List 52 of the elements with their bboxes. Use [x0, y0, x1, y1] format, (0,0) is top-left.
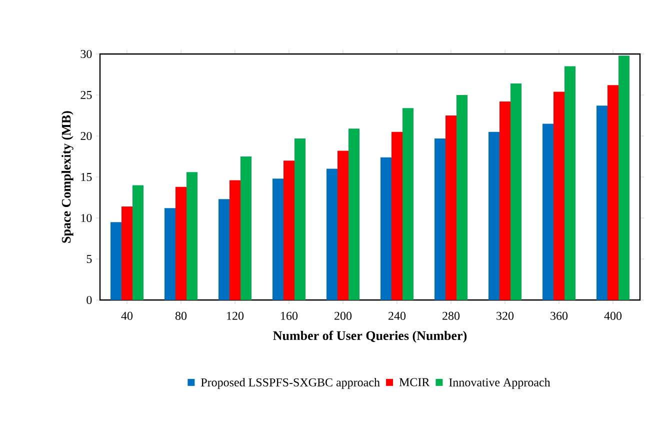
bar: [596, 106, 608, 300]
y-tick-label: 5: [86, 255, 92, 263]
bar: [283, 160, 294, 300]
x-tick-label: 200: [334, 312, 352, 320]
bar: [488, 132, 500, 300]
bar: [402, 108, 414, 300]
bar: [392, 132, 402, 300]
x-tick-label: 160: [281, 312, 298, 320]
bar: [338, 150, 348, 300]
bar: [456, 95, 468, 300]
x-tick-label: 240: [388, 312, 406, 320]
x-tick-label: 280: [442, 312, 460, 320]
bar: [326, 168, 338, 300]
bar: [132, 185, 144, 300]
y-tick-label: 15: [81, 172, 92, 182]
y-tick-label: 30: [80, 50, 92, 58]
bar: [434, 138, 446, 300]
bar: [294, 138, 306, 300]
bar: [500, 102, 510, 300]
bar: [272, 178, 284, 300]
bar: [608, 85, 618, 300]
y-tick-label: 25: [80, 90, 92, 100]
bar: [446, 116, 456, 300]
bar: [380, 157, 392, 300]
y-tick-label: 0: [86, 296, 92, 304]
legend-label: Innovative Approach: [449, 378, 550, 389]
x-tick-label: 320: [496, 312, 514, 320]
bar: [164, 208, 176, 300]
bar: [176, 186, 186, 300]
x-tick-label: 360: [550, 312, 568, 320]
y-tick-label: 10: [81, 214, 92, 222]
legend-label: Proposed LSSPFS-SXGBC approach: [201, 378, 380, 389]
bar: [240, 156, 252, 300]
y-axis-title: Space Complexity (MB): [62, 111, 74, 243]
x-tick-label: 40: [121, 312, 133, 320]
x-tick-label: 120: [227, 312, 244, 320]
bar: [510, 84, 522, 300]
x-axis-title: Number of User Queries (Number): [273, 330, 467, 343]
x-tick-label: 80: [175, 312, 187, 320]
bar: [564, 66, 576, 300]
bar: [348, 128, 360, 300]
bar: [110, 222, 122, 300]
bar: [186, 172, 198, 300]
bar: [218, 199, 230, 300]
bar: [554, 92, 564, 300]
bar: [542, 124, 554, 300]
bar: [618, 56, 630, 300]
x-tick-label: 400: [604, 312, 622, 320]
bar: [121, 206, 132, 300]
bar: [230, 180, 240, 300]
y-tick-label: 20: [80, 132, 92, 140]
legend-label: MCIR: [399, 378, 430, 386]
